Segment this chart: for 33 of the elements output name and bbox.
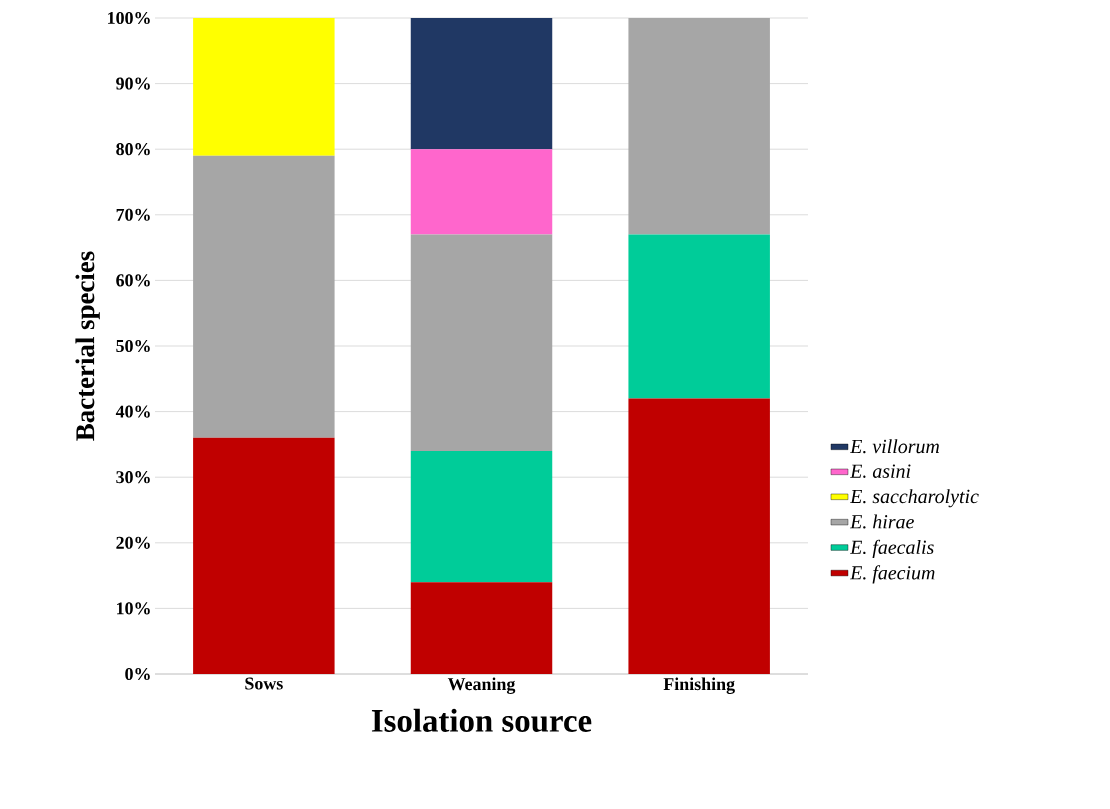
y-tick-label: 10%	[117, 602, 150, 615]
bar	[410, 149, 553, 235]
legend-label: E. saccharolytic	[849, 489, 979, 508]
bar	[193, 155, 335, 438]
bar	[193, 437, 335, 674]
bar	[193, 17, 335, 156]
x-tick-label: Finishing	[663, 677, 735, 694]
x-axis-title: Isolation source	[371, 708, 592, 732]
y-tick-label: 60%	[116, 274, 150, 287]
bar	[410, 17, 553, 150]
bar	[628, 17, 770, 235]
bar	[410, 582, 553, 674]
y-tick-label: 80%	[116, 143, 150, 156]
bar	[410, 234, 553, 451]
legend-label: E. villorum	[849, 439, 940, 454]
bar	[410, 450, 553, 583]
bar	[628, 234, 770, 399]
y-tick-label: 70%	[116, 208, 150, 221]
bar	[628, 398, 770, 674]
y-tick-label: 20%	[116, 536, 150, 549]
x-tick-label: Weaning	[447, 677, 516, 694]
legend-label: E. faecalis	[849, 539, 934, 559]
y-axis-title: Bacterial species	[75, 251, 100, 441]
y-tick-label: 0%	[125, 667, 150, 681]
y-tick-label: 100%	[108, 11, 150, 25]
y-tick-label: 40%	[115, 405, 150, 418]
x-tick-label: Sows	[245, 677, 283, 690]
legend-label: E. faecium	[849, 565, 935, 584]
y-tick-label: 90%	[116, 77, 150, 90]
legend-label: E. asini	[849, 464, 911, 478]
y-tick-label: 50%	[116, 339, 150, 353]
y-tick-label: 30%	[116, 471, 150, 484]
legend-label: E. hirae	[849, 514, 914, 529]
